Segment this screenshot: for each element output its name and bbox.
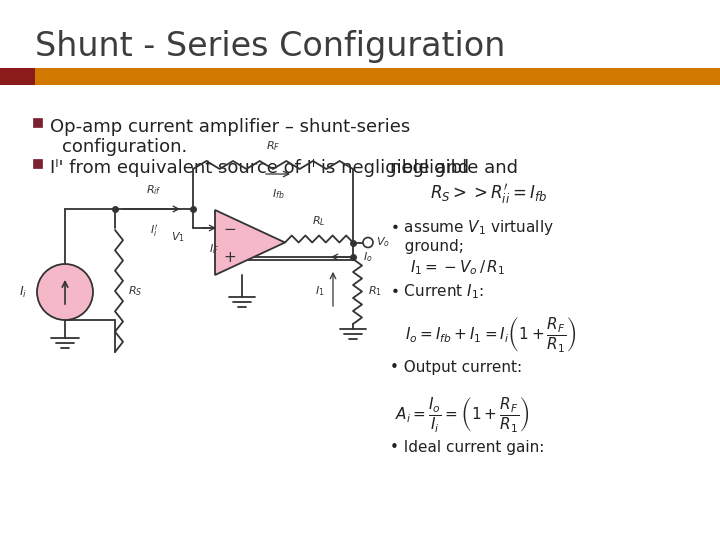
Text: $I_F$: $I_F$ xyxy=(209,242,219,256)
Text: • assume $V_1$ virtually
   ground;: • assume $V_1$ virtually ground; xyxy=(390,218,554,254)
Text: Shunt - Series Configuration: Shunt - Series Configuration xyxy=(35,30,505,63)
Text: $R_S>>R_{ii}' = I_{fb}$: $R_S>>R_{ii}' = I_{fb}$ xyxy=(430,182,547,206)
Text: $\mathit{I_o = I_{fb} + I_1 = I_i}\left(1+\dfrac{R_F}{R_1}\right)$: $\mathit{I_o = I_{fb} + I_1 = I_i}\left(… xyxy=(405,315,577,354)
Text: $I_i$: $I_i$ xyxy=(19,285,27,300)
Text: $R_S$: $R_S$ xyxy=(128,284,143,298)
Bar xyxy=(35,68,720,85)
Circle shape xyxy=(37,264,93,320)
Polygon shape xyxy=(215,210,285,275)
Text: $+$: $+$ xyxy=(223,249,237,265)
Text: $R_{if}$: $R_{if}$ xyxy=(146,183,162,197)
Text: • Ideal current gain:: • Ideal current gain: xyxy=(390,440,544,455)
Text: $I_i'$: $I_i'$ xyxy=(150,223,158,239)
Bar xyxy=(33,159,42,168)
Text: $R_F$: $R_F$ xyxy=(266,139,280,153)
Text: $I_{fb}$: $I_{fb}$ xyxy=(271,187,284,201)
Bar xyxy=(33,118,42,127)
Text: Iᴵ' from equivalent source of Iᴵ is negligible and: Iᴵ' from equivalent source of Iᴵ is negl… xyxy=(50,159,469,177)
Text: • Output current:: • Output current: xyxy=(390,360,522,375)
Text: $-$: $-$ xyxy=(223,220,237,235)
Bar xyxy=(0,68,35,85)
Text: $R_1$: $R_1$ xyxy=(368,285,382,299)
Text: $I_o$: $I_o$ xyxy=(363,250,373,264)
Text: $\mathit{I_1 = -V_o\,/\,R_1}$: $\mathit{I_1 = -V_o\,/\,R_1}$ xyxy=(410,258,505,276)
Text: $I_1$: $I_1$ xyxy=(315,285,325,299)
Text: configuration.: configuration. xyxy=(62,138,187,156)
Circle shape xyxy=(363,238,373,247)
Text: Op-amp current amplifier – shunt-series: Op-amp current amplifier – shunt-series xyxy=(50,118,410,136)
Text: $R_L$: $R_L$ xyxy=(312,214,325,227)
Text: negligible and: negligible and xyxy=(390,159,518,177)
Text: $V_1$: $V_1$ xyxy=(171,231,185,245)
Text: • Current $I_1$:: • Current $I_1$: xyxy=(390,282,484,301)
Text: $A_i = \dfrac{\mathit{I_o}}{I_i} = \left(1+\dfrac{R_F}{R_1}\right)$: $A_i = \dfrac{\mathit{I_o}}{I_i} = \left… xyxy=(395,395,529,434)
Text: $V_o$: $V_o$ xyxy=(376,235,390,249)
